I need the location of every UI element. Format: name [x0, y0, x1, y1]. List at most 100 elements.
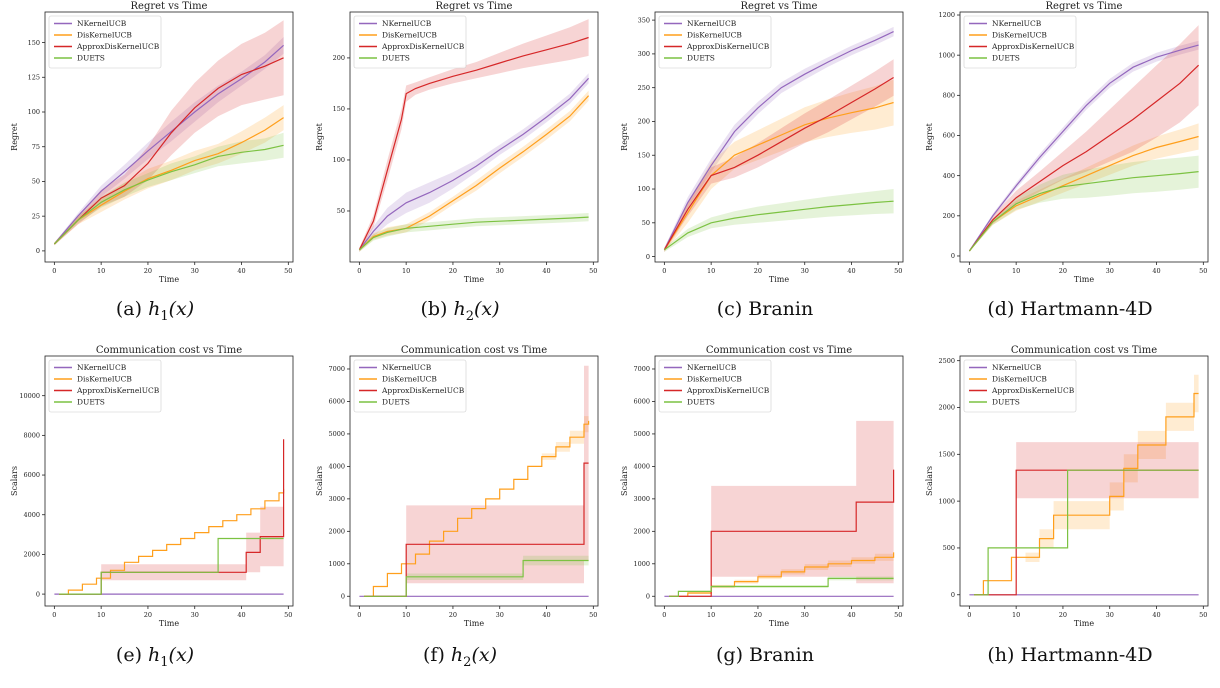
chart-panel-b: Regret vs Time 0 10 20 30 40 50 50 100 150 200 Time… — [310, 0, 610, 344]
y-tick-label: 150 — [28, 39, 40, 47]
y-axis-label: Regret — [925, 122, 934, 150]
band-approxdiskernelucb — [974, 442, 1199, 595]
plot-frame — [959, 11, 1209, 263]
x-tick-label: 30 — [801, 267, 809, 275]
x-tick-label: 50 — [589, 267, 597, 275]
x-tick-label: 0 — [662, 267, 666, 275]
caption-math: h2(x) — [453, 298, 500, 324]
legend-label-nkernelucb: NKernelUCB — [992, 19, 1042, 28]
x-tick-label: 20 — [144, 611, 152, 619]
chart-panel-h: Communication cost vs Time 0 10 20 30 40 50 0 50… — [920, 344, 1220, 688]
band-duets — [54, 132, 284, 246]
legend-label-diskernelucb: DisKernelUCB — [77, 31, 132, 40]
legend-label-approxdiskernelucb: ApproxDisKernelUCB — [991, 386, 1075, 395]
chart-svg-b: Regret vs Time 0 10 20 30 40 50 50 100 150 200 Time… — [315, 1, 599, 284]
y-tick-label: 4000 — [23, 511, 40, 519]
plot-frame — [349, 355, 599, 607]
legend-label-approxdiskernelucb: ApproxDisKernelUCB — [991, 42, 1075, 51]
y-tick-label: 6000 — [633, 398, 650, 406]
legend-label-diskernelucb: DisKernelUCB — [382, 31, 437, 40]
band-diskernelucb — [664, 79, 894, 252]
caption-label: (g) — [716, 644, 750, 666]
y-tick-label: 200 — [333, 54, 345, 62]
x-tick-label: 30 — [496, 267, 504, 275]
y-tick-label: 0 — [36, 590, 40, 598]
legend-label-nkernelucb: NKernelUCB — [77, 19, 127, 28]
legend-label-duets: DUETS — [992, 54, 1020, 63]
x-tick-label: 0 — [357, 611, 361, 619]
x-tick-label: 50 — [1199, 267, 1207, 275]
line-nkernelucb — [358, 77, 590, 251]
plot-area — [969, 370, 1199, 596]
chart-svg-c: Regret vs Time 0 10 20 30 40 50 0 50 100 150 200 250… — [620, 1, 904, 284]
caption-label: (e) — [115, 644, 149, 666]
line-duets — [364, 559, 589, 597]
x-axis-label: Time — [464, 619, 484, 628]
legend-label-diskernelucb: DisKernelUCB — [382, 375, 437, 384]
chart-panel-g: Communication cost vs Time 0 10 20 30 40 50 0 10… — [615, 344, 915, 688]
x-tick-label: 40 — [847, 611, 855, 619]
line-nkernelucb — [968, 44, 1199, 252]
chart-svg-f: Communication cost vs Time 0 10 20 30 40 50 0 10… — [315, 345, 599, 628]
line-diskernelucb — [663, 101, 894, 251]
chart-title: Communication cost vs Time — [96, 345, 242, 356]
y-tick-label: 75 — [32, 143, 40, 151]
line-nkernelucb — [663, 31, 894, 251]
caption-f: (f) h2(x) — [310, 644, 610, 670]
line-duets — [59, 537, 284, 595]
band-diskernelucb — [359, 90, 589, 252]
y-tick-label: 1200 — [938, 11, 955, 19]
line-diskernelucb — [53, 117, 284, 245]
line-duets — [664, 200, 894, 251]
y-tick-label: 4000 — [633, 463, 650, 471]
caption-math: h2(x) — [450, 644, 497, 670]
x-tick-label: 50 — [894, 267, 902, 275]
y-tick-label: 2000 — [328, 528, 345, 536]
y-tick-label: 200 — [638, 118, 650, 126]
y-axis-label: Scalars — [10, 466, 19, 496]
chart-title: Communication cost vs Time — [706, 345, 852, 356]
line-duets — [53, 144, 284, 245]
legend-box — [48, 359, 162, 413]
legend-label-nkernelucb: NKernelUCB — [992, 363, 1042, 372]
x-tick-label: 20 — [754, 611, 762, 619]
y-tick-label: 4000 — [328, 463, 345, 471]
y-tick-label: 7000 — [328, 365, 345, 373]
y-tick-label: 2000 — [23, 551, 40, 559]
x-tick-label: 30 — [191, 267, 199, 275]
legend-box — [658, 359, 772, 413]
legend-box — [353, 359, 467, 413]
plot-frame — [349, 11, 599, 263]
x-tick-label: 0 — [52, 611, 56, 619]
legend: NKernelUCB DisKernelUCB ApproxDisKernelUCB… — [353, 15, 467, 69]
y-tick-label: 100 — [28, 108, 40, 116]
x-tick-label: 30 — [191, 611, 199, 619]
legend: NKernelUCB DisKernelUCB ApproxDisKernelUCB… — [353, 359, 467, 413]
x-tick-label: 30 — [801, 611, 809, 619]
legend-label-duets: DUETS — [687, 398, 715, 407]
plot-area — [663, 26, 894, 252]
legend-label-diskernelucb: DisKernelUCB — [687, 31, 742, 40]
legend-label-approxdiskernelucb: ApproxDisKernelUCB — [381, 386, 465, 395]
legend-box — [48, 15, 162, 69]
x-tick-label: 10 — [402, 611, 410, 619]
chart-svg-d: Regret vs Time 0 10 20 30 40 50 0 200 400 600 800 10… — [925, 1, 1209, 284]
chart-panel-e: Communication cost vs Time 0 10 20 30 40 50 0 20… — [5, 344, 305, 688]
line-approxdiskernelucb — [53, 57, 284, 245]
y-tick-label: 150 — [333, 105, 345, 113]
y-tick-label: 1500 — [938, 451, 955, 459]
y-tick-label: 800 — [943, 92, 955, 100]
line-nkernelucb — [53, 44, 284, 245]
plot-frame — [44, 355, 294, 607]
line-approxdiskernelucb — [358, 36, 589, 251]
caption-text: Hartmann-4D — [1020, 298, 1153, 320]
y-tick-label: 500 — [943, 544, 955, 552]
plot-area — [53, 20, 284, 246]
y-axis-label: Scalars — [315, 466, 324, 496]
chart-title: Regret vs Time — [131, 1, 208, 12]
legend-label-nkernelucb: NKernelUCB — [687, 363, 737, 372]
caption-c: (c) Branin — [615, 298, 915, 320]
band-diskernelucb — [54, 105, 284, 246]
plot-frame — [654, 11, 904, 263]
